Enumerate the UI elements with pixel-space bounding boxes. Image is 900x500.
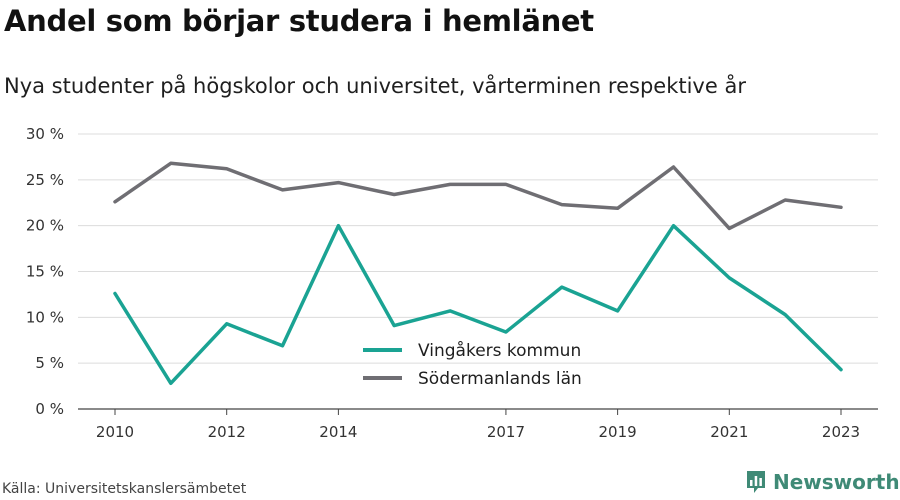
x-tick-label: 2019 <box>599 423 637 441</box>
legend: Vingåkers kommun Södermanlands län <box>363 340 582 389</box>
y-tick-label: 5 % <box>35 354 64 372</box>
x-axis-ticks: 2010 2012 2014 2017 2019 2021 2023 <box>96 409 860 441</box>
y-tick-label: 10 % <box>26 308 64 326</box>
y-tick-label: 25 % <box>26 171 64 189</box>
source-note: Källa: Universitetskanslersämbetet <box>2 481 247 497</box>
legend-label: Södermanlands län <box>418 369 582 389</box>
legend-label: Vingåkers kommun <box>418 340 581 361</box>
y-axis-ticks: 0 % 5 % 10 % 15 % 20 % 25 % 30 % <box>26 125 64 418</box>
series-lines <box>113 161 843 386</box>
x-tick-label: 2010 <box>96 423 134 441</box>
series-line <box>113 223 843 386</box>
x-tick-label: 2021 <box>710 423 748 441</box>
y-tick-label: 15 % <box>26 263 64 281</box>
x-tick-label: 2023 <box>822 423 860 441</box>
y-tick-label: 30 % <box>26 125 64 143</box>
y-tick-label: 20 % <box>26 217 64 235</box>
x-tick-label: 2014 <box>319 423 357 441</box>
y-tick-label: 0 % <box>35 400 64 418</box>
brand-logo: Newsworthy <box>745 468 900 496</box>
chart-subtitle: Nya studenter på högskolor och universit… <box>4 74 746 98</box>
series-line <box>113 161 843 231</box>
gridlines <box>78 133 878 410</box>
chart-title: Andel som börjar studera i hemlänet <box>4 4 594 38</box>
brand-name: Newsworthy <box>773 470 900 494</box>
x-tick-label: 2017 <box>487 423 525 441</box>
x-tick-label: 2012 <box>208 423 246 441</box>
bar-chart-icon <box>747 471 765 493</box>
